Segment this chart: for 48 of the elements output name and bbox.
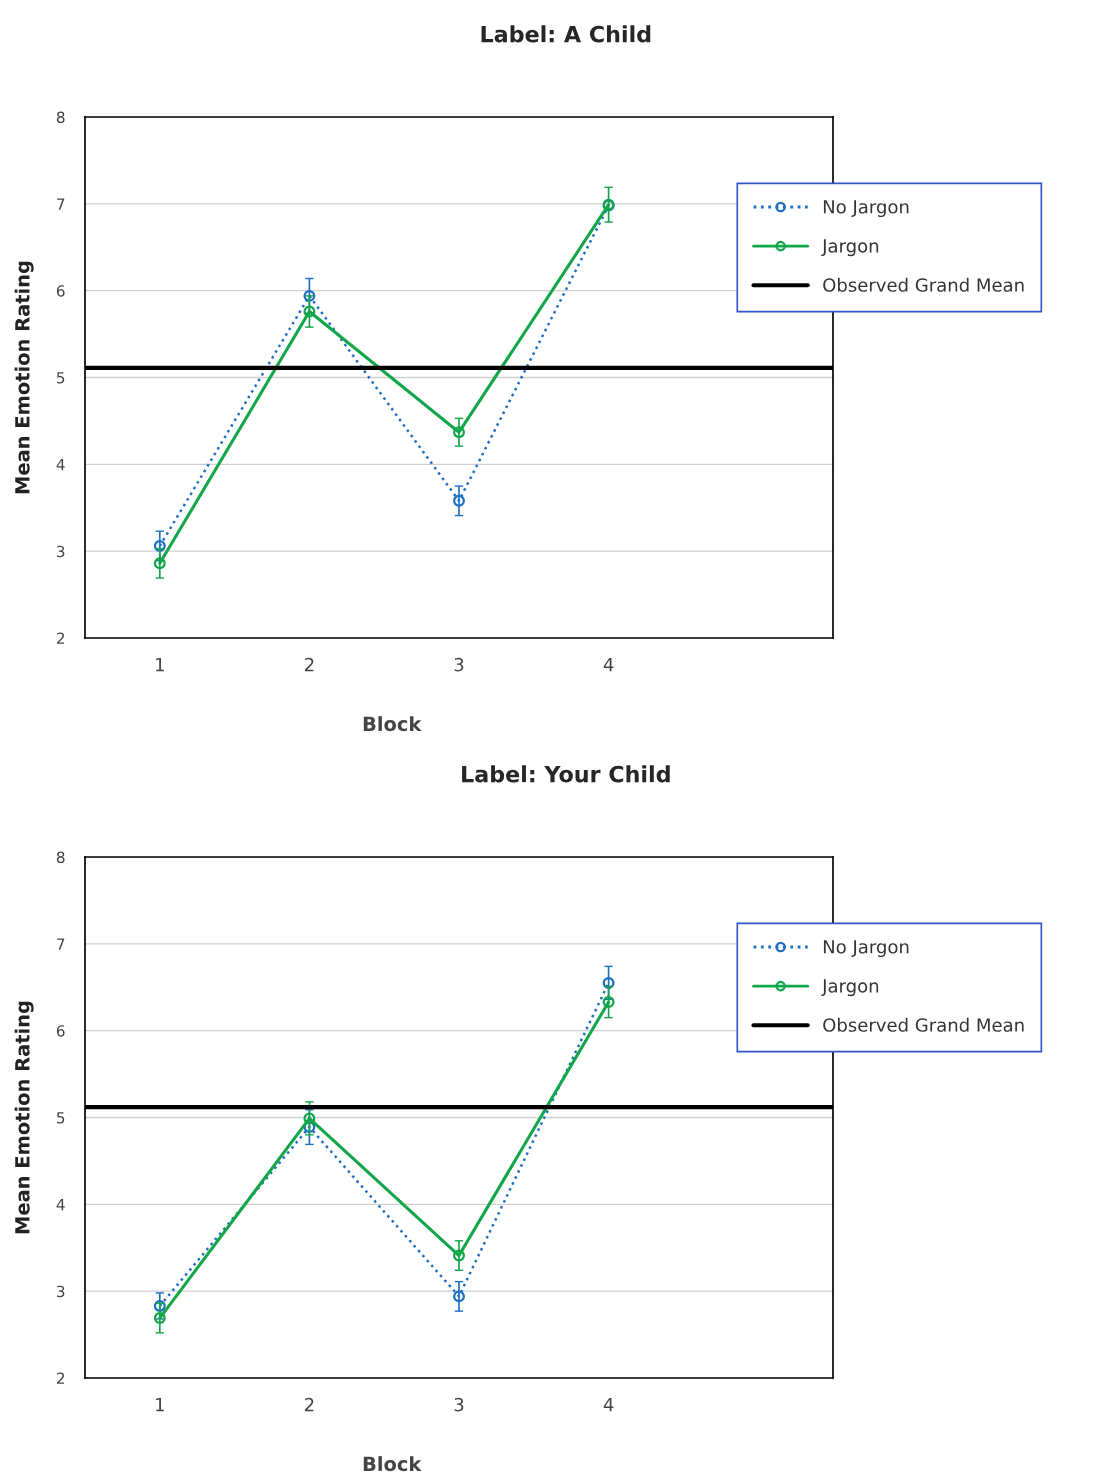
point: [602, 996, 615, 1008]
x-tick-label: 3: [454, 1397, 464, 1412]
y-tick-label: 2: [56, 1372, 65, 1384]
y-tick-label: 2: [56, 632, 65, 644]
x-tick-label: 2: [304, 1397, 314, 1412]
x-tick-label: 4: [603, 658, 614, 672]
y-tick-label: 8: [56, 111, 65, 124]
x-tick-label: 3: [454, 657, 464, 672]
point: [303, 1121, 316, 1134]
y-tick-label: 6: [56, 1025, 65, 1037]
chart-title: Label: Your Child: [462, 765, 670, 783]
point: [153, 1299, 166, 1312]
y-tick-label: 5: [57, 372, 65, 384]
point: [602, 976, 615, 989]
x-tick-label: 4: [603, 1398, 614, 1412]
point: [303, 289, 316, 302]
point: [153, 557, 166, 570]
legend-label: Jargon: [821, 979, 879, 997]
chart-title: Label: A Child: [481, 25, 651, 43]
y-tick-label: 5: [57, 1112, 65, 1124]
x-tick-label: 1: [156, 658, 164, 672]
y-tick-label: 7: [57, 938, 65, 950]
point: [453, 494, 465, 507]
x-tick-label: 1: [156, 1398, 164, 1412]
y-tick-label: 6: [56, 285, 65, 297]
y-tick-label: 3: [57, 1285, 65, 1298]
legend-label: Observed Grand Mean: [823, 1017, 1024, 1032]
y-tick-label: 3: [57, 545, 65, 558]
x-axis-title: Block: [363, 1456, 422, 1472]
point: [303, 305, 316, 318]
y-axis-title: Mean Emotion Rating: [14, 261, 34, 494]
y-tick-label: 4: [56, 1199, 65, 1211]
point: [453, 426, 465, 439]
legend-label: No Jargon: [823, 940, 909, 958]
point: [453, 1290, 465, 1303]
x-axis-title: Block: [363, 716, 422, 732]
point: [153, 1312, 166, 1325]
x-tick-label: 2: [304, 657, 314, 672]
legend-label: Observed Grand Mean: [823, 277, 1024, 292]
legend-label: No Jargon: [823, 200, 909, 218]
y-tick-label: 7: [57, 198, 65, 210]
point: [303, 1112, 316, 1125]
y-tick-label: 8: [56, 851, 65, 864]
point: [453, 1249, 465, 1262]
point: [153, 539, 166, 552]
y-axis-title: Mean Emotion Rating: [14, 1001, 34, 1234]
y-tick-label: 4: [56, 459, 65, 471]
legend-label: Jargon: [821, 239, 879, 257]
